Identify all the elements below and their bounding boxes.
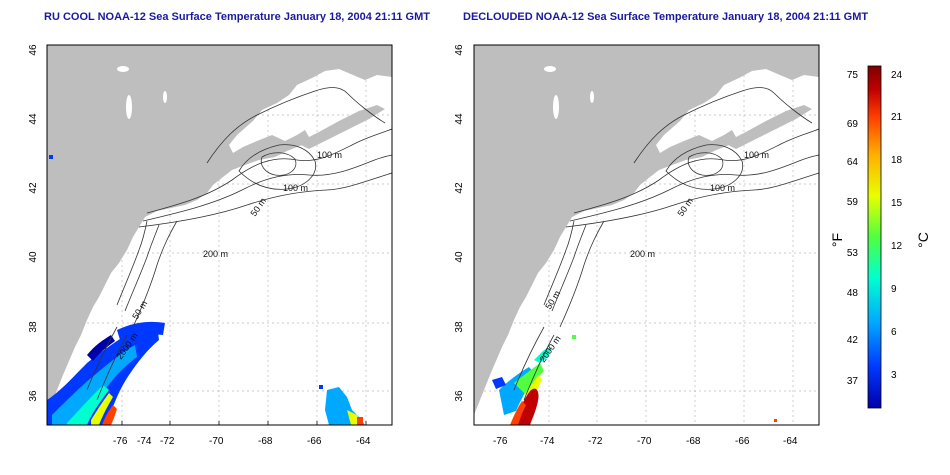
left-sst-overlay	[47, 155, 365, 425]
right-y-axis: 36 38 40 42 44 46	[454, 44, 465, 402]
lon-tick: -70	[637, 436, 652, 447]
lat-tick: 42	[454, 182, 465, 194]
lat-tick: 38	[28, 321, 39, 333]
lon-tick: -72	[588, 436, 603, 447]
fahrenheit-tick: 42	[847, 335, 859, 346]
left-y-axis: 36 38 40 42 44 46	[28, 44, 39, 402]
fahrenheit-tick: 48	[847, 288, 859, 299]
celsius-tick: 3	[891, 370, 897, 381]
right-map-frame	[473, 44, 820, 426]
colorbar: 75 69 64 59 53 48 42 37 24 21 18 15 12 9…	[829, 65, 931, 409]
lon-tick: -76	[493, 436, 508, 447]
contour-label: 100 m	[283, 183, 308, 193]
fahrenheit-tick: 64	[847, 157, 859, 168]
celsius-tick: 12	[891, 241, 903, 252]
fahrenheit-label: °F	[829, 233, 845, 247]
left-map-frame	[46, 44, 393, 426]
contour-label: 100 m	[710, 183, 735, 193]
lat-tick: 46	[454, 44, 465, 56]
lat-tick: 36	[454, 390, 465, 402]
lon-tick: -70	[209, 436, 224, 447]
lat-tick: 46	[28, 44, 39, 56]
lon-tick: -74	[137, 436, 152, 447]
celsius-label: °C	[915, 232, 931, 248]
celsius-tick: 9	[891, 284, 897, 295]
lat-tick: 40	[28, 251, 39, 263]
lat-tick: 36	[28, 390, 39, 402]
lat-tick: 44	[454, 113, 465, 125]
right-x-axis: -76 -74 -72 -70 -68 -66 -64	[493, 436, 798, 447]
lon-tick: -68	[258, 436, 273, 447]
left-map-title: RU COOL NOAA-12 Sea Surface Temperature …	[44, 11, 430, 23]
left-map: 100 m 100 m 50 m 200 m 50 m 2000 m	[46, 44, 393, 426]
celsius-tick: 6	[891, 327, 897, 338]
fahrenheit-tick: 59	[847, 197, 859, 208]
lon-tick: -68	[686, 436, 701, 447]
lat-tick: 38	[454, 321, 465, 333]
lon-tick: -64	[356, 436, 371, 447]
lat-tick: 40	[454, 251, 465, 263]
fahrenheit-tick: 37	[847, 376, 859, 387]
left-x-axis: -76 -74 -72 -70 -68 -66 -64	[113, 421, 371, 447]
lon-tick: -64	[783, 436, 798, 447]
lat-tick: 42	[28, 182, 39, 194]
fahrenheit-tick: 53	[847, 248, 859, 259]
lon-tick: -66	[307, 436, 322, 447]
contour-label: 100 m	[317, 150, 342, 160]
contour-label: 100 m	[744, 150, 769, 160]
fahrenheit-tick: 69	[847, 119, 859, 130]
celsius-tick: 15	[891, 198, 903, 209]
fahrenheit-tick: 75	[847, 70, 859, 81]
celsius-tick: 24	[891, 70, 903, 81]
colorbar-scale	[867, 65, 882, 409]
celsius-tick: 18	[891, 155, 903, 166]
contour-label: 200 m	[630, 249, 655, 259]
celsius-tick: 21	[891, 112, 903, 123]
lon-tick: -72	[160, 436, 175, 447]
lon-tick: -66	[735, 436, 750, 447]
lon-tick: -74	[540, 436, 555, 447]
right-map-title: DECLOUDED NOAA-12 Sea Surface Temperatur…	[463, 11, 869, 23]
lon-tick: -76	[113, 436, 128, 447]
lat-tick: 44	[28, 113, 39, 125]
contour-label: 200 m	[203, 249, 228, 259]
right-map: 100 m 100 m 50 m 200 m 50 m 2000 m	[473, 44, 820, 426]
